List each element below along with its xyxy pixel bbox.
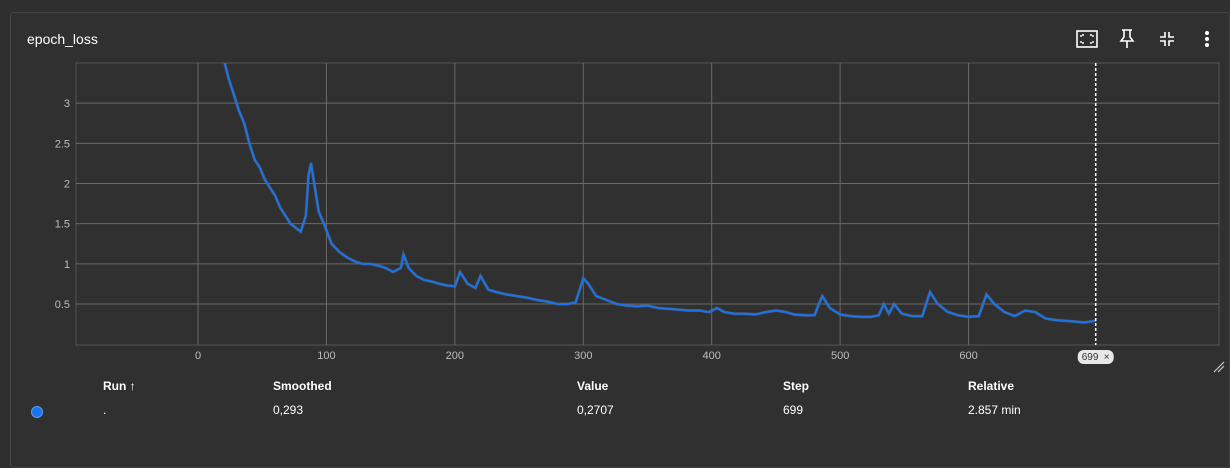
y-tick-label: 2 bbox=[64, 179, 70, 191]
fit-domain-button[interactable] bbox=[1073, 27, 1101, 51]
header-relative: Relative bbox=[968, 379, 1015, 393]
collapse-icon bbox=[1160, 32, 1174, 46]
x-tick-label: 100 bbox=[317, 350, 335, 362]
collapse-button[interactable] bbox=[1153, 27, 1181, 51]
x-tick-label: 300 bbox=[574, 350, 592, 362]
header-run[interactable]: Run ↑ bbox=[103, 379, 136, 393]
line-chart[interactable]: 0 100 200 300 400 500 600 0.5 1 1.5 2 2.5 3 699 × bbox=[11, 13, 1230, 373]
y-tick-label: 0.5 bbox=[55, 299, 70, 311]
close-icon[interactable]: × bbox=[1104, 352, 1110, 363]
cell-value: 0,2707 bbox=[577, 403, 614, 417]
pin-button[interactable] bbox=[1113, 27, 1141, 51]
header-smoothed: Smoothed bbox=[273, 379, 332, 393]
x-axis-ticks: 0 100 200 300 400 500 600 bbox=[195, 350, 978, 362]
vertical-grid bbox=[197, 63, 970, 345]
fit-domain-icon bbox=[1076, 30, 1098, 48]
more-options-button[interactable] bbox=[1193, 27, 1221, 51]
cell-relative: 2.857 min bbox=[968, 403, 1021, 417]
cell-smoothed: 0,293 bbox=[273, 403, 304, 417]
header-value: Value bbox=[577, 379, 609, 393]
x-tick-label: 0 bbox=[195, 350, 201, 362]
pin-icon bbox=[1119, 29, 1135, 48]
y-tick-label: 1 bbox=[64, 259, 70, 271]
y-tick-label: 1.5 bbox=[55, 219, 70, 231]
header-step: Step bbox=[783, 379, 810, 393]
card-title: epoch_loss bbox=[27, 31, 98, 47]
x-tick-label: 600 bbox=[959, 350, 977, 362]
raw-series-line bbox=[223, 63, 1096, 325]
cell-step: 699 bbox=[783, 403, 804, 417]
y-axis-ticks: 0.5 1 1.5 2 2.5 3 bbox=[55, 98, 70, 311]
x-tick-label: 400 bbox=[703, 350, 721, 362]
card-toolbar bbox=[1073, 27, 1221, 51]
smoothed-series-line[interactable] bbox=[223, 59, 1096, 324]
resize-handle-icon[interactable] bbox=[1213, 361, 1225, 373]
more-vert-icon bbox=[1205, 31, 1209, 47]
cell-run: . bbox=[103, 403, 107, 417]
x-tick-label: 500 bbox=[831, 350, 849, 362]
run-color-dot bbox=[31, 406, 43, 418]
y-tick-label: 2.5 bbox=[55, 138, 70, 150]
plot-frame bbox=[75, 62, 1220, 346]
horizontal-grid bbox=[76, 102, 1219, 305]
scalar-card: epoch_loss 0 100 200 300 400 500 600 bbox=[10, 12, 1230, 468]
step-cursor-chip[interactable]: 699 × bbox=[1077, 350, 1114, 364]
y-tick-label: 3 bbox=[64, 98, 70, 110]
x-tick-label: 200 bbox=[446, 350, 464, 362]
step-cursor-label: 699 bbox=[1082, 352, 1099, 363]
